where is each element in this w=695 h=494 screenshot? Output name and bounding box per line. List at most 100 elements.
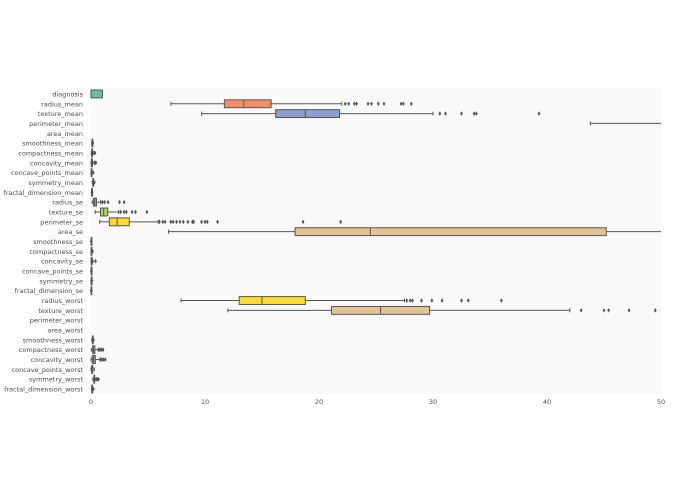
outlier-point: [94, 160, 98, 166]
box-iqr: [90, 89, 103, 99]
box-group: [91, 384, 95, 394]
outlier-point: [607, 308, 610, 313]
outlier-point: [355, 101, 359, 107]
y-tick-label: fractal_dimension_worst: [4, 386, 83, 394]
outlier-point: [91, 140, 95, 146]
outlier-point: [352, 101, 356, 107]
box-group: [90, 266, 93, 276]
outlier-point: [91, 258, 95, 264]
box-group: [90, 89, 103, 99]
outlier-point: [376, 101, 380, 107]
outlier-point: [178, 219, 182, 225]
box-group: [90, 345, 105, 355]
plot-background: [91, 89, 661, 394]
box-group: [89, 237, 93, 246]
outlier-point: [382, 101, 386, 107]
box-group: [99, 217, 343, 227]
outlier-point: [93, 180, 96, 185]
outlier-point: [181, 219, 185, 225]
y-tick-label: radius_se: [52, 199, 83, 207]
outlier-point: [420, 298, 423, 303]
box-iqr: [223, 99, 272, 109]
y-tick-label: concave_points_worst: [12, 366, 84, 374]
outlier-point: [163, 219, 167, 225]
box-group: [90, 158, 98, 168]
outlier-point: [118, 199, 121, 205]
box-group: [91, 178, 96, 187]
box-series: [89, 89, 661, 394]
outlier-point: [466, 298, 470, 303]
y-tick-label: smoothness_worst: [23, 336, 84, 344]
y-tick-label: concavity_worst: [31, 356, 84, 364]
outlier-point: [89, 239, 93, 244]
outlier-point: [366, 101, 370, 107]
y-tick-label: symmetry_mean: [28, 179, 83, 187]
outlier-point: [122, 199, 126, 205]
box-group: [589, 121, 661, 126]
box-iqr: [294, 227, 607, 237]
outlier-point: [579, 308, 583, 313]
y-tick-label: texture_worst: [38, 307, 83, 315]
box-group: [91, 197, 126, 207]
outlier-point: [103, 199, 107, 205]
outlier-point: [370, 101, 373, 107]
box-group: [90, 246, 94, 256]
outlier-point: [405, 298, 409, 303]
y-tick-label: radius_mean: [41, 100, 83, 108]
outlier-point: [101, 199, 104, 205]
outlier-point: [205, 219, 209, 225]
box-group: [168, 227, 661, 237]
box-group: [90, 355, 107, 364]
outlier-point: [653, 308, 657, 313]
outlier-point: [500, 298, 503, 303]
outlier-point: [401, 101, 405, 107]
outlier-point: [203, 219, 207, 225]
y-tick-label: area_worst: [47, 327, 83, 335]
y-tick-label: concave_points_se: [22, 268, 83, 276]
outlier-point: [91, 170, 95, 175]
outlier-point: [200, 219, 203, 225]
y-tick-label: perimeter_se: [40, 218, 83, 226]
y-tick-label: perimeter_mean: [29, 120, 83, 128]
box-group: [180, 296, 503, 305]
box-group: [90, 148, 97, 158]
outlier-point: [430, 298, 434, 303]
outlier-point: [169, 219, 173, 225]
outlier-point: [627, 308, 631, 313]
x-axis-ticks: 0 10 20 30 40 50: [89, 398, 665, 406]
x-tick-label: 20: [315, 398, 323, 406]
outlier-point: [134, 209, 137, 215]
y-tick-label: texture_mean: [38, 110, 83, 118]
outlier-point: [411, 298, 414, 303]
y-tick-label: concavity_se: [41, 258, 83, 266]
box-group: [227, 305, 657, 315]
outlier-point: [343, 101, 347, 107]
box-group: [92, 374, 100, 384]
box-group: [89, 286, 93, 296]
outlier-point: [91, 249, 94, 254]
box-group: [94, 207, 149, 217]
outlier-point: [171, 219, 175, 225]
x-tick-label: 30: [429, 398, 437, 406]
outlier-point: [124, 209, 128, 215]
outlier-point: [399, 101, 403, 107]
y-tick-label: diagnosis: [52, 90, 83, 98]
box-group: [90, 187, 94, 197]
outlier-point: [91, 386, 95, 392]
outlier-point: [90, 278, 94, 284]
outlier-point: [301, 219, 305, 225]
y-axis-labels: diagnosis radius_mean texture_mean perimete…: [4, 90, 84, 393]
x-tick-label: 10: [201, 398, 209, 406]
outlier-point: [460, 298, 463, 303]
outlier-point: [408, 298, 412, 303]
box-iqr: [275, 109, 341, 119]
outlier-point: [90, 190, 94, 195]
outlier-point: [440, 298, 444, 303]
y-tick-label: compactness_mean: [18, 149, 83, 157]
box-group: [90, 168, 95, 178]
y-tick-label: texture_se: [49, 208, 83, 216]
outlier-point: [472, 111, 476, 116]
outlier-point: [474, 111, 478, 116]
outlier-point: [192, 219, 195, 225]
box-iqr: [238, 296, 306, 305]
